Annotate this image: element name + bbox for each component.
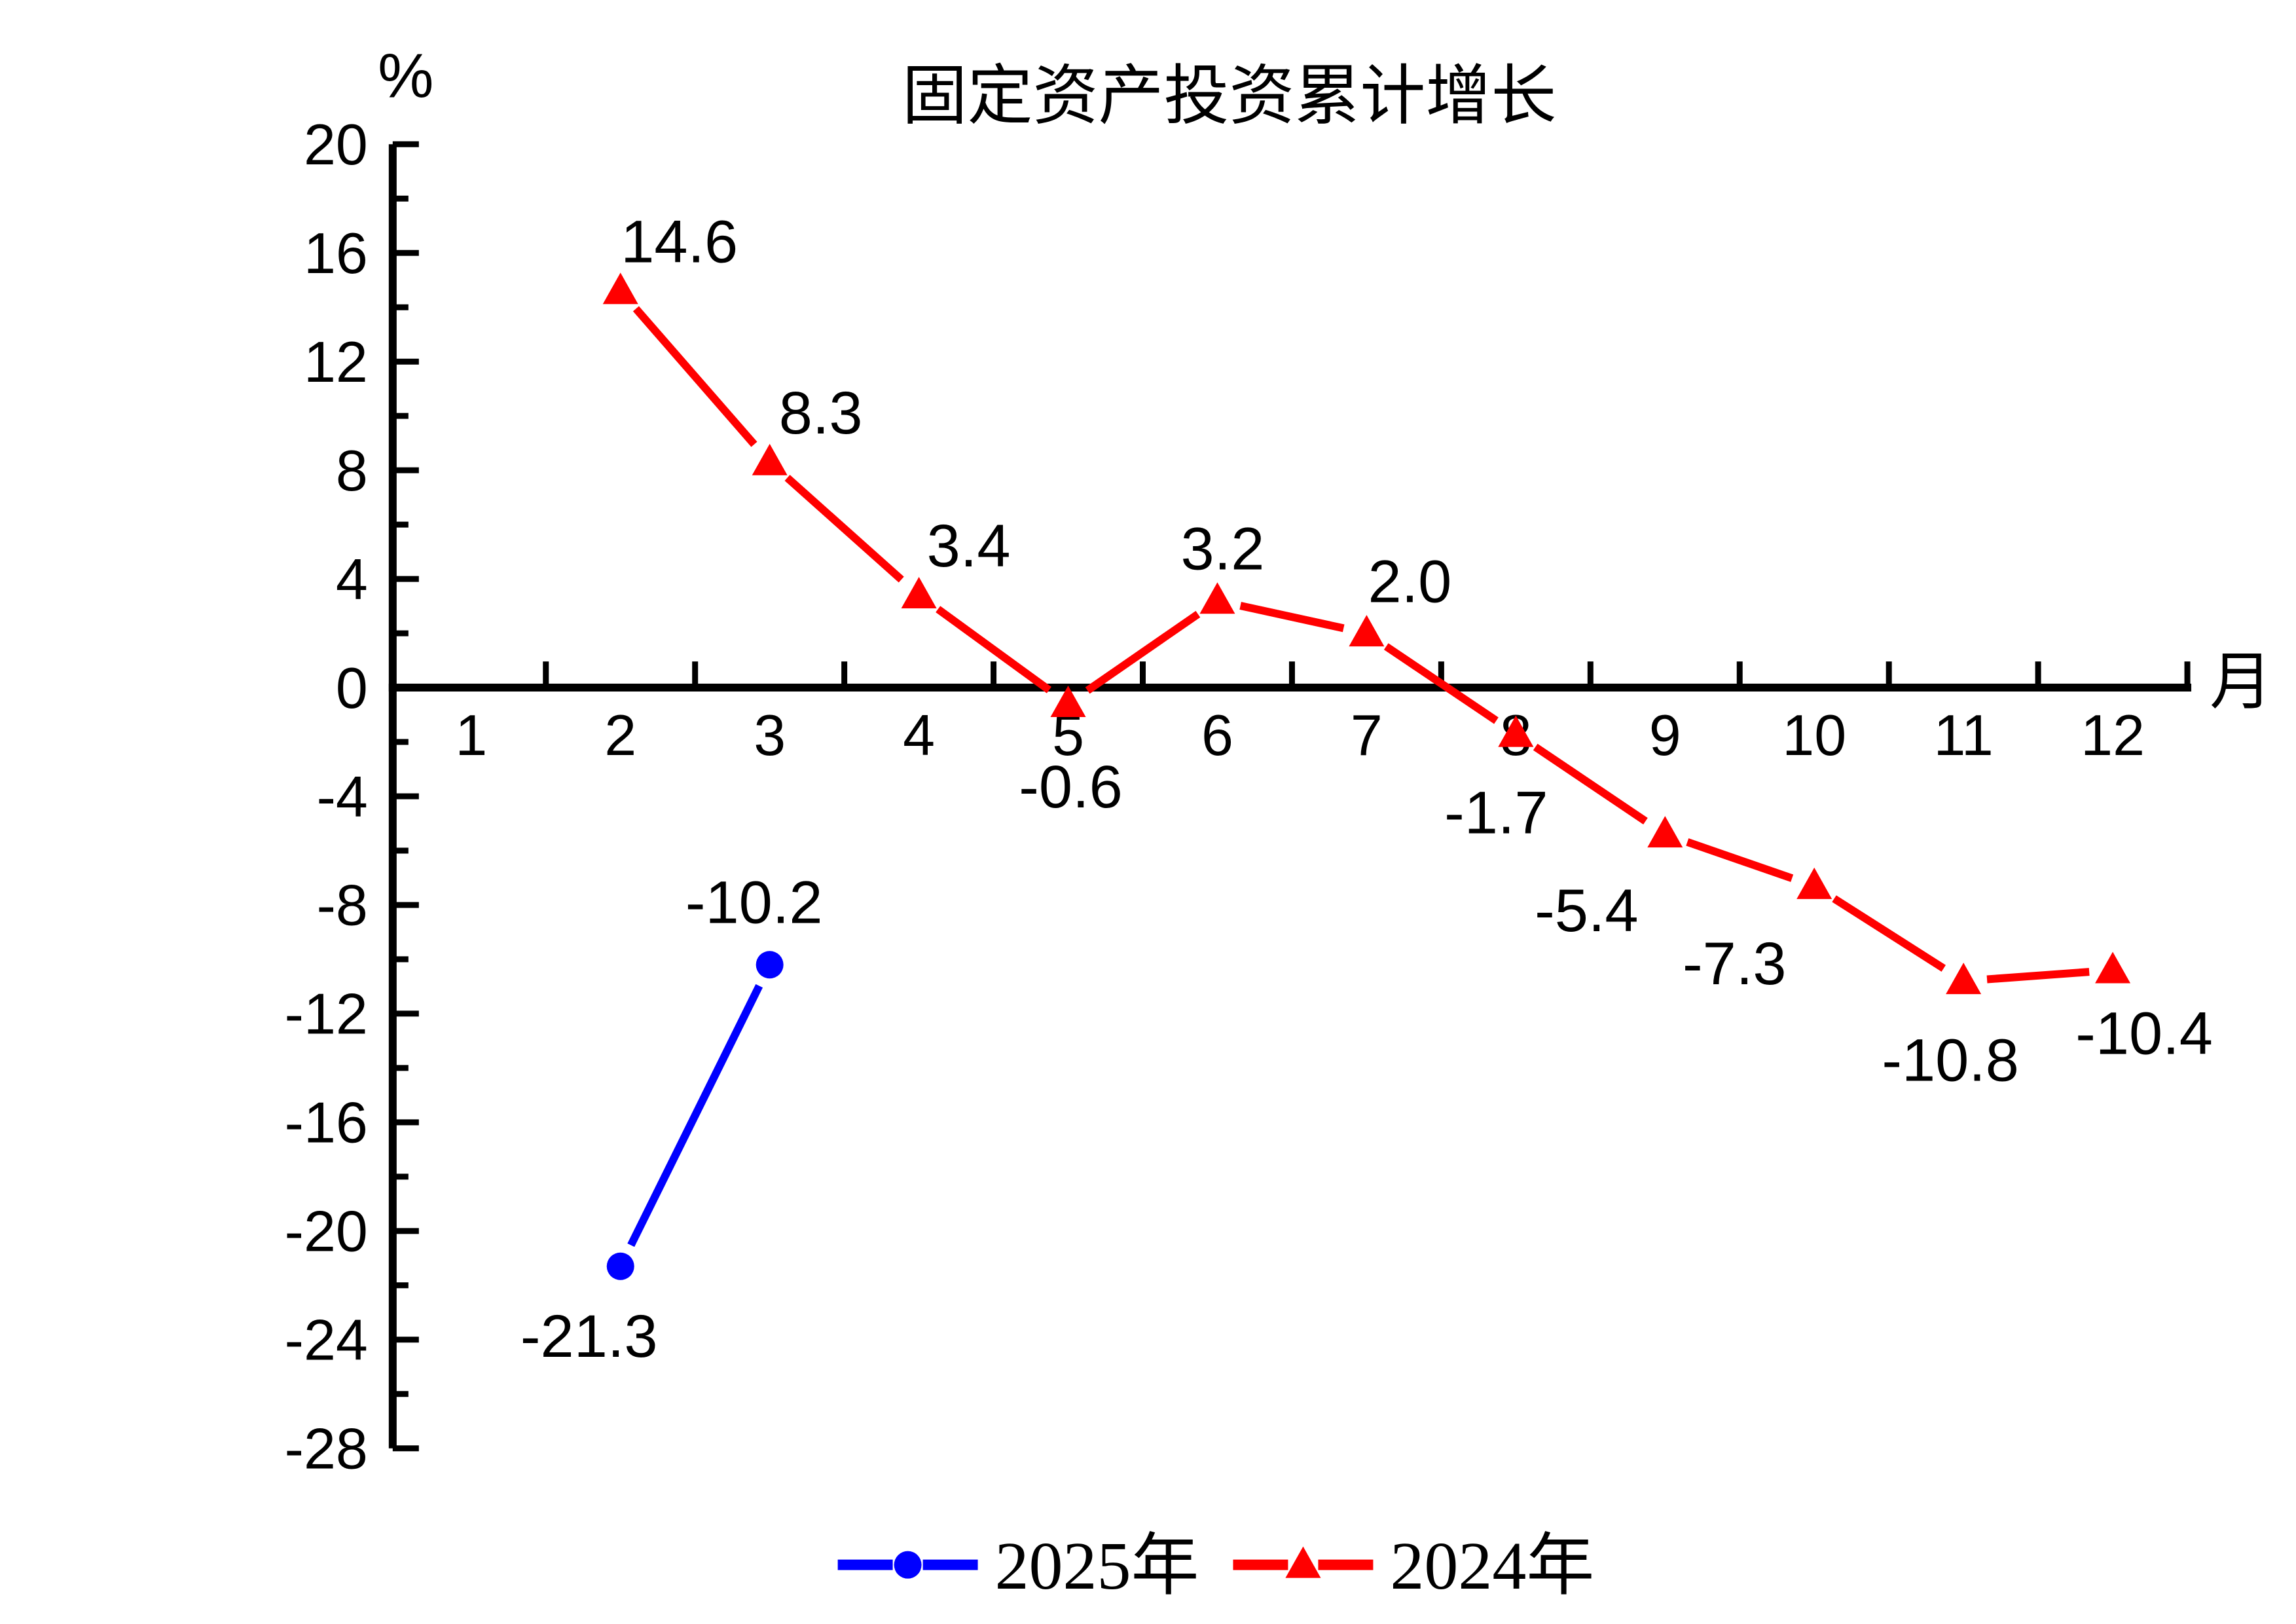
series-line-segment <box>1686 838 1794 882</box>
y-tick-label: -8 <box>317 873 368 938</box>
legend-label: 2024年 <box>1390 1528 1594 1604</box>
x-axis-unit-label: 月 <box>2210 647 2272 717</box>
data-point-marker <box>756 951 784 979</box>
x-tick-label: 11 <box>1933 703 1993 767</box>
data-point-marker <box>2095 951 2131 984</box>
y-tick-label: 0 <box>336 655 368 720</box>
data-point-marker <box>752 443 788 475</box>
y-tick-label: 16 <box>304 221 368 286</box>
x-tick-label: 7 <box>1351 703 1383 767</box>
series-line-segment <box>632 306 757 447</box>
series-line-segment <box>1986 968 2090 984</box>
series-line-segment <box>627 984 763 1247</box>
x-tick-label: 4 <box>903 703 935 767</box>
series-line-segment <box>1383 643 1499 724</box>
y-tick-label: -24 <box>285 1308 368 1373</box>
y-axis-unit-label: % <box>378 41 433 111</box>
data-point-label: 2.0 <box>1368 548 1451 615</box>
x-tick-label: 6 <box>1201 703 1233 767</box>
legend-marker-triangle <box>1285 1546 1321 1578</box>
y-tick-label: 8 <box>336 438 368 503</box>
data-point-marker <box>901 577 937 608</box>
data-point-marker <box>1796 867 1832 899</box>
x-tick-label: 1 <box>455 703 487 767</box>
y-tick-label: -16 <box>285 1090 368 1155</box>
data-point-label: -10.2 <box>685 869 823 936</box>
series-2025年: -21.3 -10.2 <box>520 869 823 1369</box>
series-line-segment <box>936 606 1051 693</box>
series-line-segment <box>1832 895 1946 972</box>
data-point-marker <box>1050 685 1086 717</box>
series-2024年: 14.6 8.3 3.4 -0.6 3.2 2.0 -1.7 -5.4 -7.3 -10.8 -10… <box>602 209 2213 1094</box>
x-tick-label: 10 <box>1782 703 1846 767</box>
data-point-label: -1.7 <box>1444 780 1548 847</box>
data-point-label: -10.8 <box>1882 1027 2019 1094</box>
series-line-segment <box>1533 743 1648 824</box>
data-point-marker <box>1946 963 1982 995</box>
axes: 201612840-4-8-12-16-20-24-28123456789101… <box>285 112 2192 1481</box>
data-point-label: 14.6 <box>621 209 738 276</box>
series-line-segment <box>1239 602 1345 633</box>
series-line-segment <box>1085 610 1201 694</box>
data-point-marker <box>606 1252 634 1280</box>
data-point-marker <box>1498 715 1534 747</box>
data-point-label: -0.6 <box>1019 754 1122 821</box>
data-point-label: 8.3 <box>779 380 863 447</box>
legend-item-2024年: 2024年 <box>1233 1528 1594 1604</box>
chart-title: 固定资产投资累计增长 <box>902 60 1557 132</box>
x-tick-label: 12 <box>2081 703 2145 767</box>
data-point-label: 3.2 <box>1181 516 1265 583</box>
y-tick-label: -4 <box>317 764 368 829</box>
x-tick-label: 2 <box>604 703 636 767</box>
data-point-label: -21.3 <box>520 1303 658 1370</box>
legend-item-2025年: 2025年 <box>837 1528 1199 1604</box>
data-point-label: -10.4 <box>2075 1001 2213 1067</box>
y-tick-label: -20 <box>285 1199 368 1264</box>
data-point-label: -7.3 <box>1683 931 1786 997</box>
y-tick-label: 4 <box>336 547 368 612</box>
y-tick-label: 20 <box>304 112 368 177</box>
y-tick-label: -28 <box>285 1416 368 1481</box>
legend-label: 2025年 <box>995 1528 1199 1604</box>
x-tick-label: 9 <box>1649 703 1681 767</box>
data-point-label: -5.4 <box>1535 877 1638 944</box>
legend: 2025年 2024年 <box>837 1528 1594 1604</box>
data-point-marker <box>1199 582 1235 614</box>
y-tick-label: 12 <box>304 329 368 394</box>
y-tick-label: -12 <box>285 982 368 1046</box>
series-line-segment <box>784 475 904 583</box>
data-point-label: 3.4 <box>927 513 1011 580</box>
data-point-marker <box>602 272 638 304</box>
data-series: -21.3 -10.2 14.6 8.3 3.4 -0.6 3.2 2.0 -1.7 -5.4 -7… <box>520 209 2213 1370</box>
x-tick-label: 3 <box>754 703 786 767</box>
data-point-marker <box>1349 615 1385 647</box>
legend-marker-circle <box>894 1551 922 1579</box>
data-point-marker <box>1647 816 1683 848</box>
